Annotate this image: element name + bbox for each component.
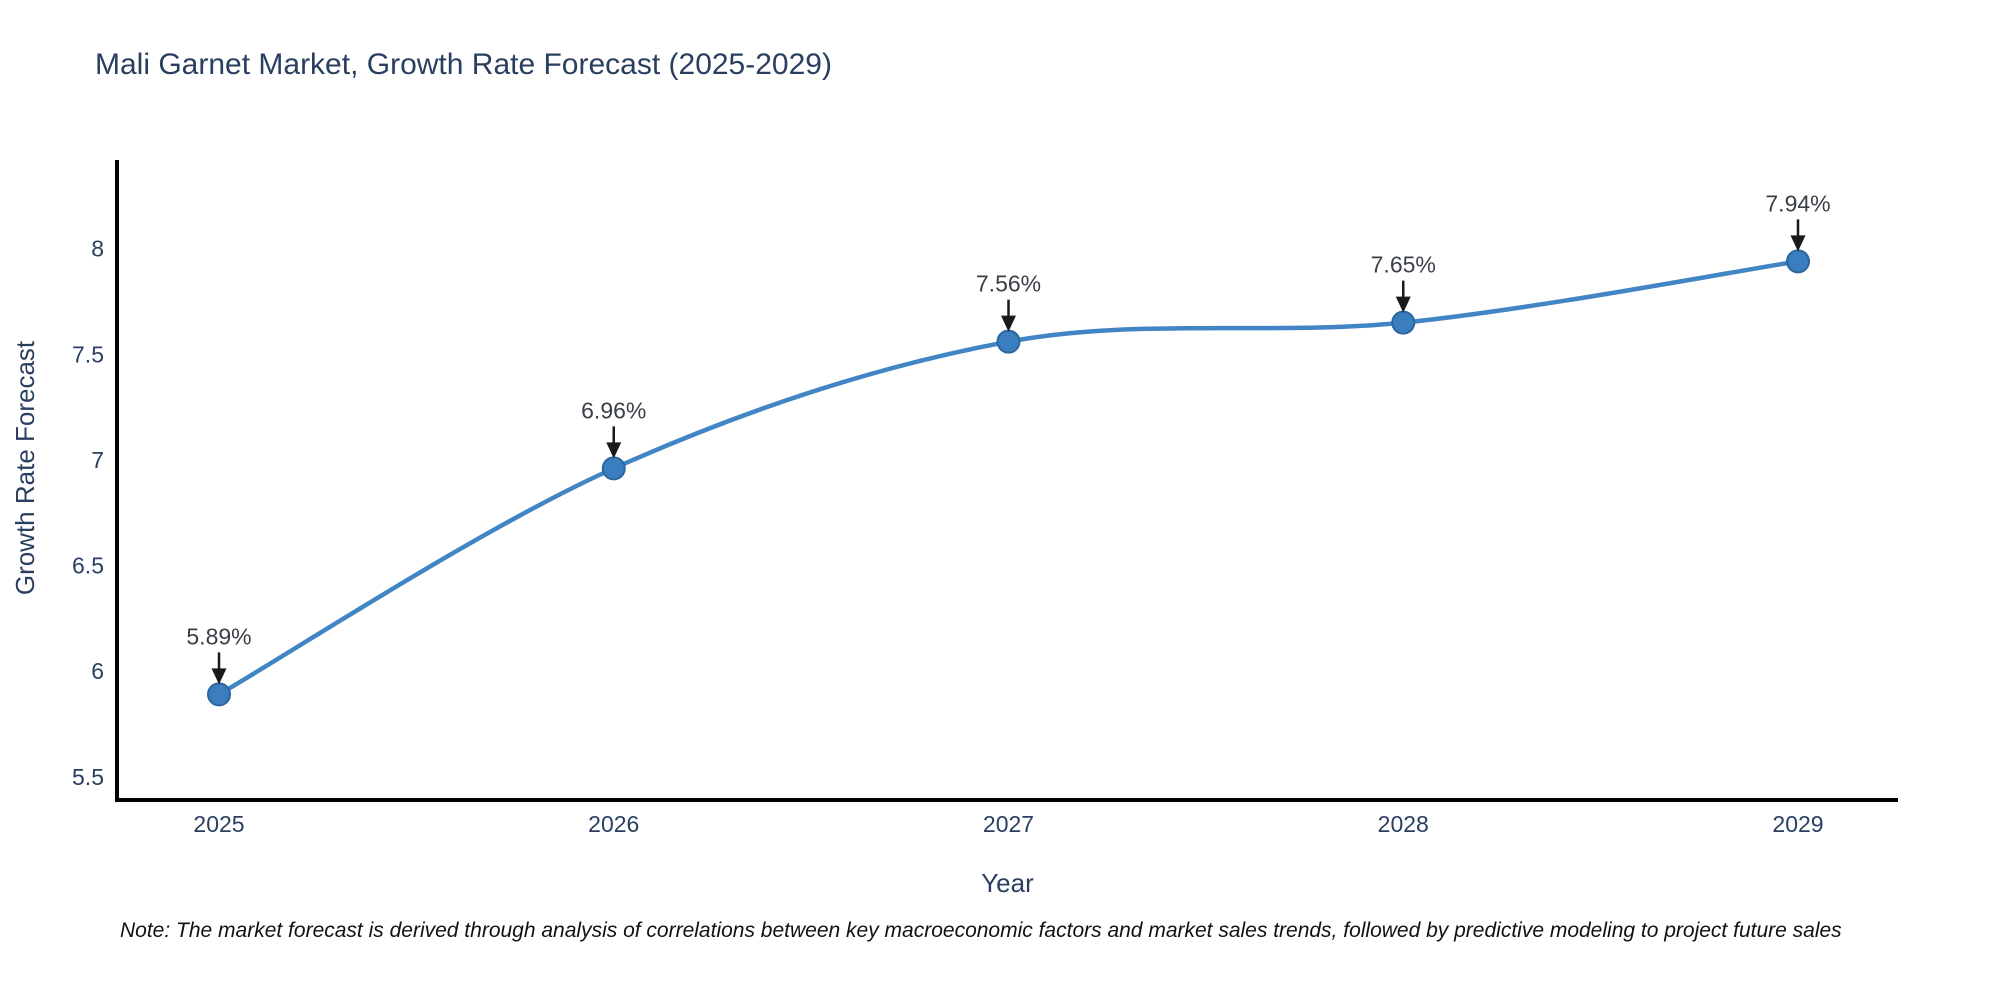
y-tick-label: 8 <box>91 236 104 262</box>
y-tick-label: 7 <box>91 447 104 473</box>
data-point-marker[interactable] <box>601 456 626 481</box>
y-tick-label: 6.5 <box>72 553 104 579</box>
data-point-label: 7.56% <box>976 271 1041 297</box>
annotation-arrowhead-icon <box>1395 296 1411 313</box>
data-point-label: 7.94% <box>1765 190 1830 216</box>
annotation-arrowhead-icon <box>211 668 227 685</box>
x-tick-label: 2028 <box>1378 811 1429 837</box>
annotation-arrowhead-icon <box>606 442 622 459</box>
data-point-label: 6.96% <box>581 397 646 423</box>
x-tick-label: 2025 <box>193 811 244 837</box>
y-axis-title: Growth Rate Forecast <box>10 340 40 595</box>
y-tick-label: 5.5 <box>72 764 104 790</box>
x-tick-label: 2027 <box>983 811 1034 837</box>
data-point-marker[interactable] <box>996 329 1021 354</box>
y-tick-label: 6 <box>91 658 104 684</box>
footnote: Note: The market forecast is derived thr… <box>120 919 1842 942</box>
data-point-label: 7.65% <box>1371 252 1436 278</box>
x-tick-label: 2026 <box>588 811 639 837</box>
annotation-arrowhead-icon <box>1001 315 1016 332</box>
x-axis-title: Year <box>981 868 1034 898</box>
data-point-marker[interactable] <box>1391 310 1416 335</box>
chart-title: Mali Garnet Market, Growth Rate Forecast… <box>95 48 832 81</box>
x-tick-label: 2029 <box>1772 811 1823 837</box>
data-point-marker[interactable] <box>207 682 231 707</box>
data-point-marker[interactable] <box>1786 249 1810 274</box>
y-tick-label: 7.5 <box>72 341 104 367</box>
data-point-label: 5.89% <box>186 623 251 649</box>
annotation-arrowhead-icon <box>1790 235 1806 252</box>
